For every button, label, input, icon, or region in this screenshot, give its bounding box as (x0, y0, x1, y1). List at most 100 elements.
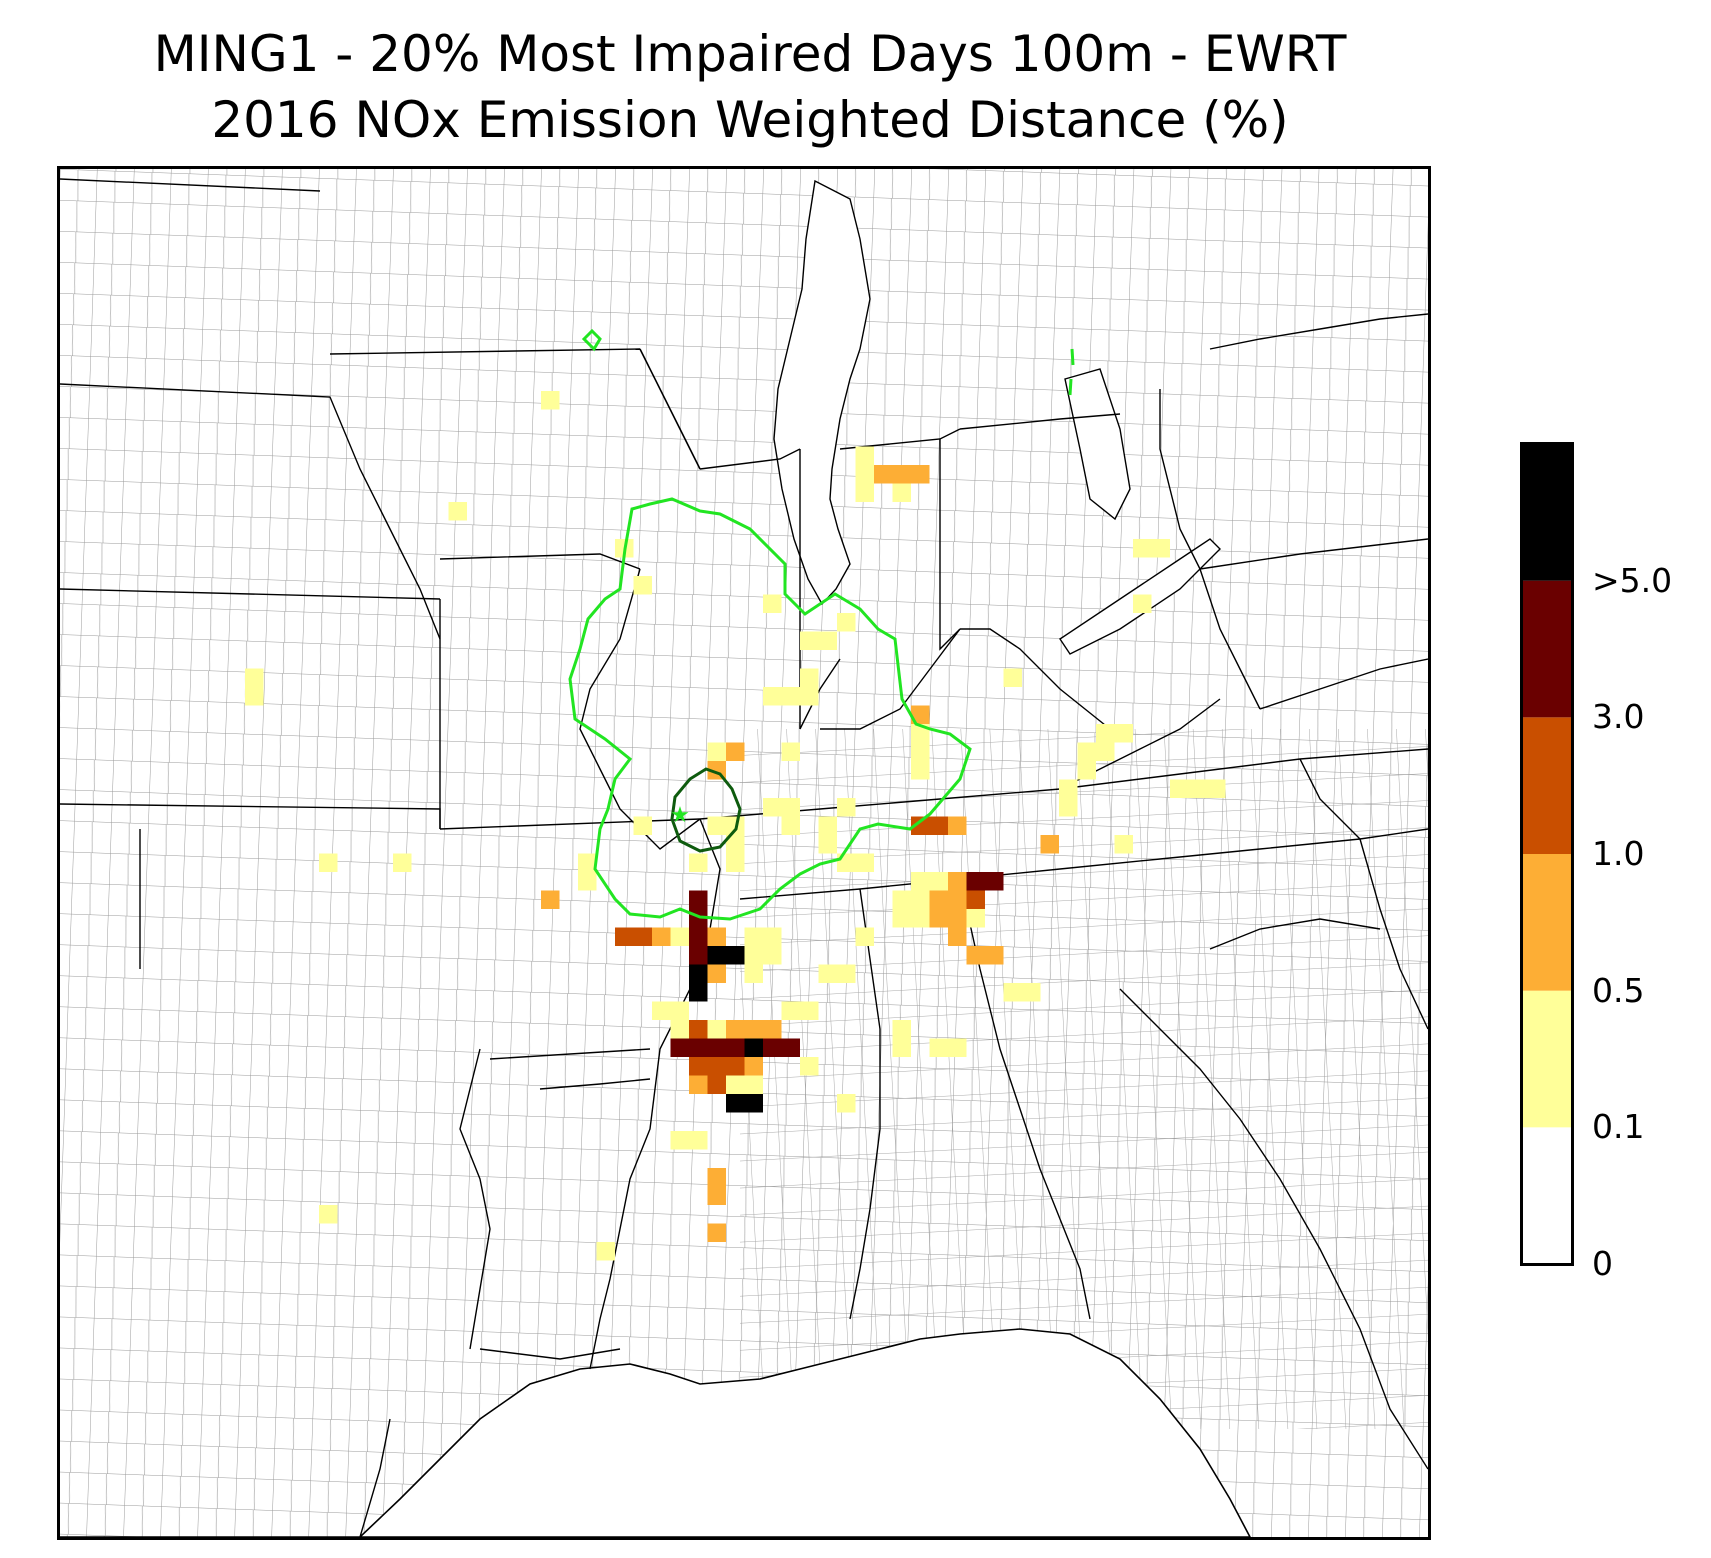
emission-cell (763, 594, 782, 613)
emission-cell (966, 890, 985, 909)
emission-cell (911, 705, 930, 724)
emission-cell (744, 946, 763, 965)
emission-cell (689, 890, 708, 909)
emission-cell (245, 668, 264, 687)
emission-cell (911, 890, 930, 909)
map-title: MING1 - 20% Most Impaired Days 100m - EW… (153, 25, 1347, 83)
emission-cell (633, 927, 652, 946)
emission-cell (689, 1020, 708, 1039)
emission-cell (892, 909, 911, 928)
emission-cell (818, 964, 837, 983)
colorbar-band (1522, 1127, 1572, 1264)
emission-cell (781, 816, 800, 835)
emission-cell (800, 668, 819, 687)
emission-cell (541, 890, 560, 909)
emission-cell (1077, 761, 1096, 780)
emission-cell (744, 1038, 763, 1057)
emission-cell (948, 816, 967, 835)
emission-cell (1040, 835, 1059, 854)
emission-cell (689, 1131, 708, 1150)
emission-cell (689, 1057, 708, 1076)
emission-cell (726, 1038, 745, 1057)
map-subtitle: 2016 NOx Emission Weighted Distance (%) (211, 91, 1289, 149)
emission-cell (744, 1057, 763, 1076)
emission-cell (929, 909, 948, 928)
emission-cell (929, 890, 948, 909)
colorbar-tick-label: 1.0 (1592, 834, 1645, 873)
emission-cell (874, 465, 893, 484)
emission-cell (892, 1020, 911, 1039)
emission-cell (541, 391, 560, 410)
emission-cell (707, 1223, 726, 1242)
emission-cell (744, 927, 763, 946)
emission-cell (837, 613, 856, 632)
emission-cell (911, 465, 930, 484)
emission-cell (911, 816, 930, 835)
emission-cell (763, 946, 782, 965)
emission-cell (781, 687, 800, 706)
emission-cell (707, 964, 726, 983)
emission-cell (1022, 983, 1041, 1002)
colorbar-band (1522, 717, 1572, 854)
emission-cell (948, 1038, 967, 1057)
emission-cell (781, 742, 800, 761)
colorbar (1520, 442, 1574, 1266)
emission-cell (1114, 724, 1133, 743)
emission-cell (319, 1205, 338, 1224)
emission-cell (707, 816, 726, 835)
emission-cell (948, 909, 967, 928)
emission-cell (689, 927, 708, 946)
emission-cell (578, 853, 597, 872)
emission-cell (707, 1168, 726, 1187)
emission-cell (911, 872, 930, 891)
colorbar-tick-label: 0.1 (1592, 1107, 1645, 1147)
emission-cell (800, 1001, 819, 1020)
emission-cells (245, 391, 1226, 1261)
emission-cell (1096, 742, 1115, 761)
colorbar-tick-label: >5.0 (1592, 560, 1673, 600)
emission-cell (726, 1057, 745, 1076)
emission-cell (763, 1038, 782, 1057)
lake-huron (1064, 368, 1131, 521)
emission-cell (855, 853, 874, 872)
emission-cell (245, 687, 264, 706)
emission-cell (985, 946, 1004, 965)
emission-cell (726, 1075, 745, 1094)
emission-cell (1096, 724, 1115, 743)
emission-cell (596, 1242, 615, 1261)
emission-cell (707, 1038, 726, 1057)
emission-cell (689, 853, 708, 872)
emission-cell (1188, 779, 1207, 798)
emission-cell (707, 1186, 726, 1205)
emission-cell (929, 872, 948, 891)
emission-cell (985, 872, 1004, 891)
emission-cell (726, 853, 745, 872)
emission-cell (948, 890, 967, 909)
emission-cell (948, 872, 967, 891)
star-icon: ★ (670, 803, 690, 828)
gulf-coast (60, 1328, 1251, 1537)
emission-cell (670, 927, 689, 946)
emission-cell (892, 465, 911, 484)
emission-cell (689, 946, 708, 965)
emission-cell (744, 1020, 763, 1039)
emission-cell (763, 687, 782, 706)
emission-cell (837, 853, 856, 872)
emission-cell (670, 1001, 689, 1020)
emission-cell (1151, 539, 1170, 558)
emission-cell (670, 1131, 689, 1150)
emission-cell (689, 1038, 708, 1057)
emission-cell (818, 631, 837, 650)
emission-cell (818, 835, 837, 854)
emission-cell (837, 1094, 856, 1113)
state-borders (60, 178, 1428, 1537)
emission-cell (726, 946, 745, 965)
emission-cell (707, 1020, 726, 1039)
emission-cell (670, 1020, 689, 1039)
colorbar-band (1522, 990, 1572, 1128)
emission-cell (670, 1038, 689, 1057)
emission-cell (578, 872, 597, 891)
emission-cell (726, 742, 745, 761)
emission-cell (726, 835, 745, 854)
emission-cell (781, 1038, 800, 1057)
